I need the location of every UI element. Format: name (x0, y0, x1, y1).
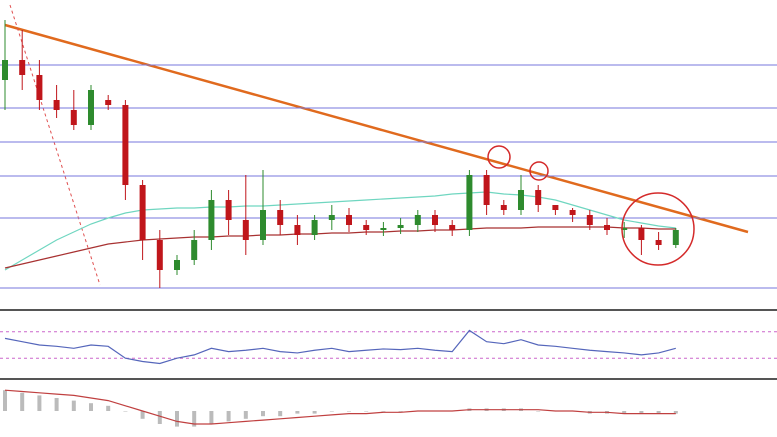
highlight-circle (529, 161, 549, 181)
histogram-bar (226, 411, 231, 422)
histogram-bar (3, 390, 7, 411)
histogram-bar (123, 411, 128, 412)
candle-body (655, 240, 662, 245)
histogram-bar (329, 411, 334, 412)
candle-body (380, 228, 387, 230)
highlight-circle (621, 192, 695, 266)
candle-body (569, 210, 576, 215)
candle-body (586, 215, 593, 225)
candle-body (277, 210, 284, 225)
candle-body (53, 100, 60, 110)
candle-body (139, 185, 146, 240)
candle-body (535, 190, 542, 205)
candle-body (397, 225, 404, 228)
histogram-bar (312, 411, 317, 414)
fib-line (9, 4, 101, 286)
candle-body (311, 220, 318, 235)
candle-body (363, 225, 370, 230)
candle-body (518, 190, 524, 210)
indicator-line (4, 226, 676, 269)
candle-body (36, 75, 43, 100)
histogram-bar (536, 411, 541, 412)
candle-body (19, 60, 26, 75)
histogram-bar (175, 411, 179, 427)
indicator-line (4, 389, 676, 425)
histogram-bar (20, 392, 25, 411)
histogram-bar (673, 411, 678, 414)
candle-body (552, 205, 559, 210)
candle-body (500, 205, 507, 210)
candle-body (483, 175, 490, 205)
histogram-bar (157, 411, 162, 424)
candle-body (174, 260, 180, 270)
candle-body (191, 240, 198, 260)
histogram-bar (140, 411, 145, 419)
candle-body (208, 200, 215, 240)
candle-body (414, 215, 421, 225)
candle-body (122, 105, 129, 185)
candle-body (105, 100, 112, 105)
candle-body (2, 60, 8, 80)
candle-body (621, 228, 628, 230)
candle-body (88, 90, 94, 125)
histogram-bar (622, 411, 627, 414)
marks (0, 20, 777, 427)
histogram-bar (381, 411, 386, 412)
histogram-bar (37, 395, 42, 411)
histogram-bar (398, 411, 403, 412)
highlight-circle (487, 145, 511, 169)
histogram-bar (347, 411, 351, 412)
histogram-bar (192, 411, 197, 427)
indicator-line (4, 329, 676, 365)
candle-body (346, 215, 352, 225)
candle-body (242, 220, 249, 240)
histogram-bar (364, 411, 369, 412)
histogram-bar (639, 411, 644, 414)
candle-body (294, 225, 301, 235)
histogram-bar (278, 411, 283, 417)
histogram-bar (656, 411, 661, 414)
candle-body (225, 200, 232, 220)
histogram-bar (243, 411, 248, 419)
candle-body (260, 210, 266, 240)
candle-body (70, 110, 77, 125)
candle-body (449, 225, 456, 230)
histogram-bar (295, 411, 300, 414)
candle-body (672, 230, 679, 245)
candle-body (466, 175, 473, 230)
histogram-bar (71, 400, 76, 411)
indicator-line (4, 191, 676, 271)
candle-body (328, 215, 335, 220)
candle-body (432, 215, 438, 225)
histogram-bar (209, 411, 214, 424)
histogram-bar (54, 398, 59, 411)
candle-body (604, 225, 610, 230)
trendline (4, 23, 749, 234)
histogram-bar (261, 411, 265, 417)
candle-body (638, 228, 645, 240)
candle-body (156, 240, 163, 270)
histogram-bar (106, 405, 111, 411)
histogram-bar (89, 403, 93, 411)
